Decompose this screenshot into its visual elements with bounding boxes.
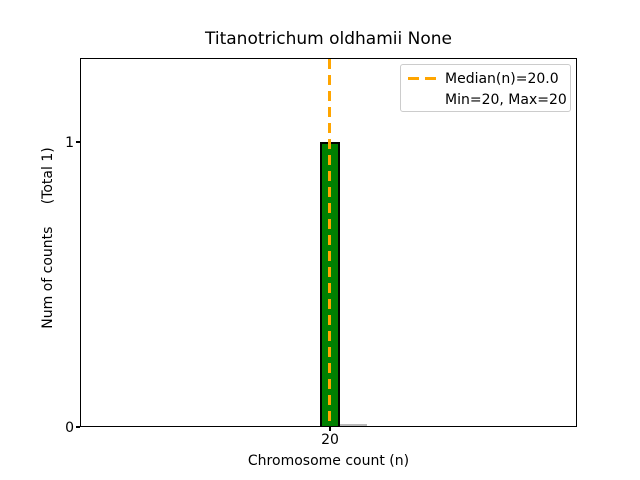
x-tick-label-20: 20	[321, 432, 339, 448]
x-axis-label: Chromosome count (n)	[247, 453, 410, 469]
legend-blank-swatch	[408, 98, 436, 102]
y-tick-mark-1	[76, 141, 80, 143]
legend: Median(n)=20.0 Min=20, Max=20	[400, 64, 571, 112]
legend-median-label: Median(n)=20.0	[445, 70, 559, 87]
y-tick-mark-0	[76, 426, 80, 428]
empty-bin-baseline	[340, 424, 367, 426]
legend-minmax-label: Min=20, Max=20	[445, 91, 567, 108]
chart-title: Titanotrichum oldhamii None	[205, 29, 452, 49]
x-tick-mark-20	[329, 427, 331, 431]
median-dashed-line-swatch	[408, 76, 436, 81]
legend-row-minmax: Min=20, Max=20	[408, 89, 570, 110]
median-line	[328, 59, 331, 426]
y-tick-label-1: 1	[65, 135, 74, 151]
legend-row-median: Median(n)=20.0	[408, 68, 570, 89]
y-tick-label-0: 0	[65, 420, 74, 436]
y-axis-label: Num of counts (Total 1)	[40, 147, 56, 329]
plot-area: Median(n)=20.0 Min=20, Max=20	[80, 58, 577, 427]
